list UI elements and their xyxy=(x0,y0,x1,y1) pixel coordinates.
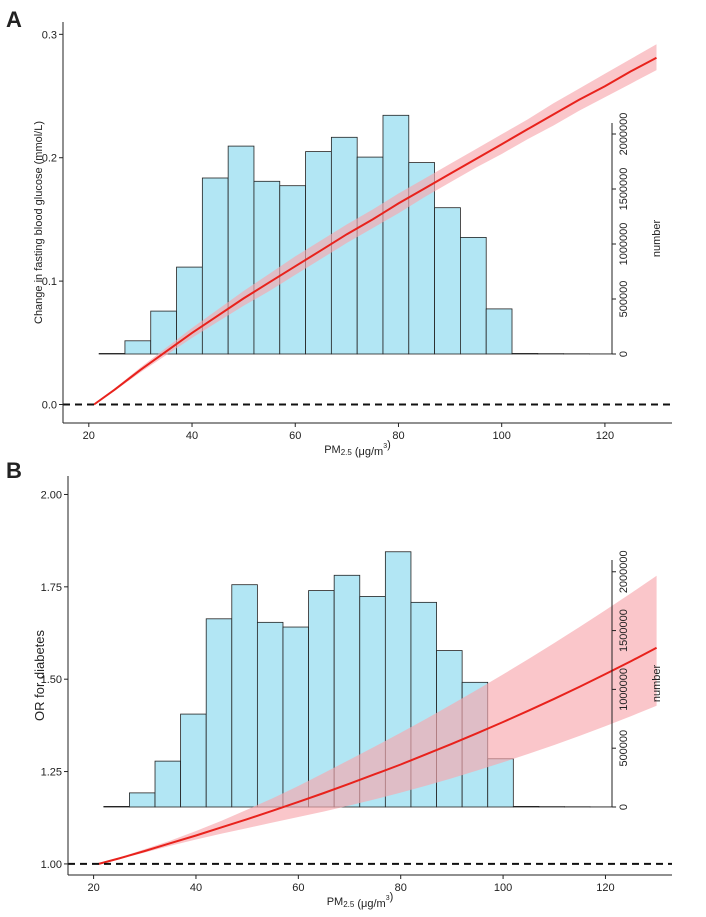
x-tick-label: 40 xyxy=(190,882,202,894)
x-tick-label: 100 xyxy=(494,882,512,894)
y2-tick-label: 1500000 xyxy=(618,168,630,211)
y2-tick-label: 0 xyxy=(618,351,630,357)
histogram-bar xyxy=(383,115,409,354)
histogram-bar xyxy=(460,237,486,354)
histogram-bar xyxy=(99,353,125,354)
y2-axis-label: number xyxy=(651,220,663,258)
y2-tick-label: 2000000 xyxy=(618,113,630,156)
x-tick-label: 60 xyxy=(292,882,304,894)
histogram-bar xyxy=(512,353,538,354)
histogram-bar xyxy=(181,714,207,807)
histogram-bar xyxy=(435,208,461,354)
histogram-bar xyxy=(513,806,539,807)
x-axis-label-main: PM xyxy=(324,444,341,456)
histogram-bar xyxy=(129,793,155,807)
x-tick-label: 80 xyxy=(392,430,404,442)
histogram-bar xyxy=(206,619,232,807)
y2-axis-label: number xyxy=(651,665,663,703)
histogram-bar xyxy=(357,157,383,354)
x-axis-label: PM2.5 (μg/m3) xyxy=(324,439,391,458)
y-axis-label: Change in fasting blood glucose (mmol/L) xyxy=(33,121,45,324)
y-tick-label: 2.00 xyxy=(41,489,62,501)
histogram-bar xyxy=(155,761,181,807)
histogram-bar xyxy=(488,759,514,807)
x-tick-label: 60 xyxy=(289,430,301,442)
y2-tick-label: 2000000 xyxy=(618,550,630,593)
x-tick-label: 100 xyxy=(493,430,511,442)
x-axis-label-unit: (μg/m xyxy=(352,446,383,458)
y2-tick-label: 500000 xyxy=(618,730,630,767)
histogram-bar xyxy=(232,585,258,807)
x-tick-label: 120 xyxy=(596,882,614,894)
y2-tick-label: 1000000 xyxy=(618,668,630,711)
panel-b-letter: B xyxy=(6,458,22,483)
y2-tick-label: 1500000 xyxy=(618,609,630,652)
x-axis-label-close: ) xyxy=(387,439,391,451)
panel-a-letter: A xyxy=(6,7,22,32)
x-tick-label: 20 xyxy=(83,430,95,442)
histogram-bar xyxy=(283,627,309,807)
histogram-bar xyxy=(125,341,151,354)
x-tick-label: 80 xyxy=(395,882,407,894)
x-tick-label: 40 xyxy=(186,430,198,442)
x-axis-label-main: PM xyxy=(327,896,344,908)
histogram-bar xyxy=(228,146,254,354)
y-tick-label: 1.25 xyxy=(41,767,62,779)
histogram-bar xyxy=(104,806,130,807)
y2-tick-label: 1000000 xyxy=(618,223,630,266)
x-tick-label: 120 xyxy=(596,430,614,442)
y-tick-label: 1.75 xyxy=(41,582,62,594)
y-axis-label: OR for diabetes xyxy=(32,629,47,721)
y2-tick-label: 500000 xyxy=(618,281,630,318)
histogram-bar xyxy=(257,622,283,807)
x-axis-label-sub: 2.5 xyxy=(341,448,353,457)
histogram-bar xyxy=(254,181,280,354)
y2-tick-label: 0 xyxy=(618,804,630,810)
x-axis-label: PM2.5 (μg/m3) xyxy=(327,891,394,910)
y-tick-label: 0.3 xyxy=(42,29,57,41)
x-axis-label-unit: (μg/m xyxy=(354,898,385,910)
histogram-bar xyxy=(486,309,512,354)
x-axis-label-sub: 2.5 xyxy=(343,900,355,909)
x-tick-label: 20 xyxy=(87,882,99,894)
x-axis-label-close: ) xyxy=(390,891,394,903)
y-tick-label: 1.00 xyxy=(41,859,62,871)
y-tick-label: 0.0 xyxy=(42,399,57,411)
